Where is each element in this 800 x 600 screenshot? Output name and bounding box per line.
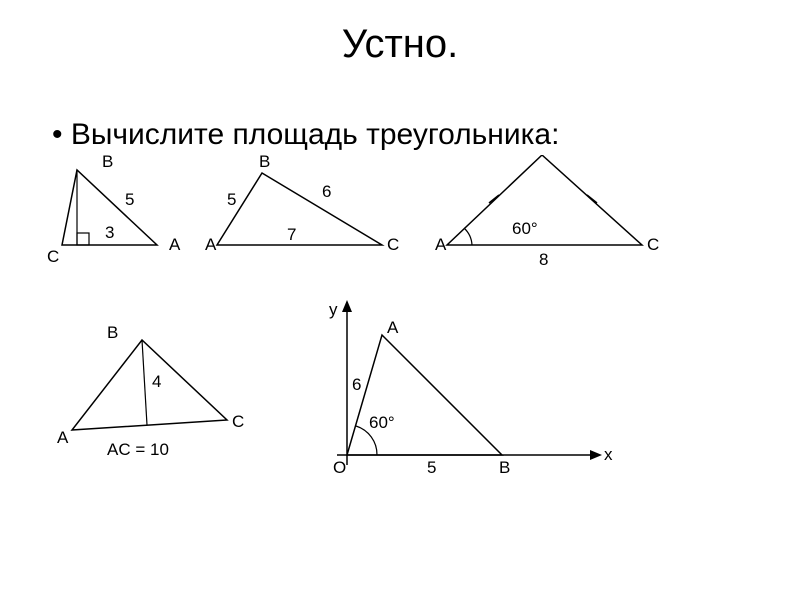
- triangle-4: B A C 4 AC = 10: [57, 323, 244, 459]
- t5-ob: 5: [427, 458, 436, 477]
- triangle-5: y x O A B 6 60° 5: [329, 300, 613, 477]
- t1-base: 3: [105, 223, 114, 242]
- task-prompt: • Вычислите площадь треугольника:: [52, 118, 559, 152]
- t5-side: 6: [352, 375, 361, 394]
- triangle-3: B A C 60° 8: [435, 155, 659, 269]
- t2-label-C: C: [387, 235, 399, 254]
- t4-label-A: A: [57, 428, 69, 447]
- t3-bottom: 8: [539, 250, 548, 269]
- t2-label-A: A: [205, 235, 217, 254]
- t1-label-B: B: [102, 155, 113, 171]
- t1-hyp: 5: [125, 190, 134, 209]
- t3-label-C: C: [647, 235, 659, 254]
- diagrams-svg: B A C 5 3 B A C 5 6 7 B A C 60° 8 B A: [42, 155, 742, 575]
- t2-label-B: B: [259, 155, 270, 171]
- t5-y: y: [329, 300, 338, 319]
- t1-label-A: A: [169, 235, 181, 254]
- triangle-2: B A C 5 6 7: [205, 155, 399, 254]
- t4-height: 4: [152, 372, 161, 391]
- page-title: Устно.: [0, 22, 800, 67]
- t2-left: 5: [227, 190, 236, 209]
- diagrams-container: B A C 5 3 B A C 5 6 7 B A C 60° 8 B A: [42, 155, 742, 575]
- t4-label-B: B: [107, 323, 118, 342]
- t3-label-A: A: [435, 235, 447, 254]
- t5-angle: 60°: [369, 413, 395, 432]
- t5-A: A: [387, 318, 399, 337]
- t2-bottom: 7: [287, 225, 296, 244]
- t5-O: O: [333, 458, 346, 477]
- t5-x: x: [604, 445, 613, 464]
- triangle-1: B A C 5 3: [47, 155, 181, 266]
- t5-B: B: [499, 458, 510, 477]
- t4-label-C: C: [232, 412, 244, 431]
- t1-label-C: C: [47, 247, 59, 266]
- t4-base: AC = 10: [107, 440, 169, 459]
- t3-angle: 60°: [512, 219, 538, 238]
- t3-label-B: B: [547, 155, 558, 159]
- t2-right: 6: [322, 182, 331, 201]
